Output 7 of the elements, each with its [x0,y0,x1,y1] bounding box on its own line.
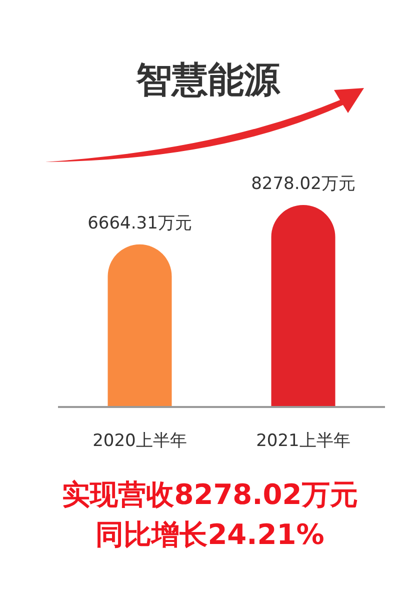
text: 同比增长24.21% [96,518,324,551]
data-label: 6664.31万元 [88,213,192,234]
text: 实现营收8278.02万元 [62,478,358,511]
x-tick-label: 2020上半年 [92,431,187,451]
data-label: 8278.02万元 [251,174,356,194]
x-tick-label: 2021上半年 [256,431,350,451]
chart-title: 智慧能源 [135,60,281,101]
